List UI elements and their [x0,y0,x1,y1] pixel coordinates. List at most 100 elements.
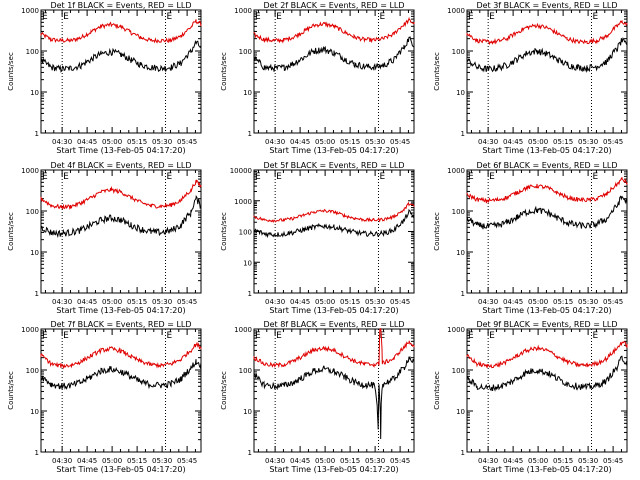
event-marker: E [42,12,48,22]
event-marker: E [489,12,495,22]
x-tick-label: 04:45 [77,457,97,465]
x-tick-label: 05:45 [177,457,197,465]
plot-frame [466,169,628,294]
x-tick-label: 05:15 [553,138,573,146]
x-axis-label: Start Time (13-Feb-05 04:17:20) [56,306,185,315]
y-tick-label: 1000 [447,167,465,175]
event-marker: E [255,172,261,182]
x-tick-label: 05:30 [365,298,385,306]
panel-title: Det 3f BLACK = Events, RED = LLD [476,1,617,10]
x-tick-label: 05:45 [603,457,623,465]
x-tick-label: 05:45 [177,138,197,146]
y-tick-label: 10 [30,89,39,97]
y-tick-label: 1 [248,449,252,457]
series-lld-line [253,327,415,369]
x-tick-label: 05:15 [340,457,360,465]
y-tick-label: 1 [461,130,465,138]
series-events-line [466,37,628,74]
x-tick-label: 05:45 [177,298,197,306]
plot-frame [40,328,202,453]
x-tick-label: 05:15 [127,298,147,306]
x-tick-label: 05:00 [315,457,335,465]
y-tick-label: 10 [243,89,252,97]
panel-title: Det 8f BLACK = Events, RED = LLD [263,320,404,329]
x-tick-label: 04:45 [503,457,523,465]
event-marker: E [468,172,474,182]
x-tick-label: 05:30 [152,298,172,306]
series-events-line [40,359,202,390]
y-tick-label: 1 [461,290,465,298]
panel-title: Det 1f BLACK = Events, RED = LLD [50,1,191,10]
event-marker: E [276,172,282,182]
x-tick-label: 04:30 [52,138,72,146]
plot-frame [466,9,628,134]
x-tick-label: 05:15 [127,138,147,146]
x-tick-label: 04:30 [265,298,285,306]
x-tick-label: 04:45 [290,457,310,465]
y-tick-label: 100 [26,367,39,375]
panel-5: Det 5f BLACK = Events, RED = LLD 1 10 100 10… [220,161,415,315]
panel-7: Det 7f BLACK = Events, RED = LLD 1 10 100 10… [7,320,202,474]
x-tick-label: 04:30 [478,138,498,146]
x-tick-label: 04:45 [503,298,523,306]
event-marker: E [489,331,495,341]
x-tick-label: 05:00 [102,457,122,465]
x-tick-label: 05:45 [603,298,623,306]
y-axis-label: Counts/sec [7,371,15,410]
event-marker: E [255,331,261,341]
x-tick-label: 05:15 [340,298,360,306]
x-tick-label: 05:30 [152,457,172,465]
x-axis-label: Start Time (13-Feb-05 04:17:20) [56,465,185,474]
x-axis-label: Start Time (13-Feb-05 04:17:20) [482,146,611,155]
series-events-line [466,355,628,392]
y-axis-label: Counts/sec [220,371,228,410]
y-axis-label: Counts/sec [220,212,228,251]
y-tick-label: 1 [248,290,252,298]
event-marker: E [380,12,386,22]
event-marker: E [593,331,599,341]
x-tick-label: 05:15 [553,457,573,465]
event-marker: E [468,12,474,22]
x-tick-label: 04:45 [503,138,523,146]
x-tick-label: 05:00 [102,298,122,306]
y-tick-label: 100 [239,229,252,237]
series-events-line [40,40,202,73]
event-marker: E [276,331,282,341]
y-tick-label: 1 [35,130,39,138]
event-marker: E [42,331,48,341]
x-tick-label: 04:45 [77,138,97,146]
x-tick-label: 05:45 [390,138,410,146]
y-tick-label: 100 [452,208,465,216]
series-lld-line [40,19,202,44]
x-axis-label: Start Time (13-Feb-05 04:17:20) [56,146,185,155]
x-axis-label: Start Time (13-Feb-05 04:17:20) [269,306,398,315]
x-tick-label: 05:30 [152,138,172,146]
event-marker: E [167,172,173,182]
x-tick-label: 05:45 [390,457,410,465]
y-tick-label: 100 [452,367,465,375]
series-events-line [40,194,202,239]
panel-1: Det 1f BLACK = Events, RED = LLD 1 10 100 10… [7,1,202,155]
plot-frame [466,328,628,453]
x-tick-label: 05:45 [603,138,623,146]
y-tick-label: 10 [30,408,39,416]
series-events-line [253,355,415,439]
y-tick-label: 1000 [234,326,252,334]
y-tick-label: 100 [239,367,252,375]
y-axis-label: Counts/sec [433,212,441,251]
x-axis-label: Start Time (13-Feb-05 04:17:20) [482,465,611,474]
y-tick-label: 1000 [447,326,465,334]
series-events-line [466,195,628,230]
series-events-line [253,208,415,239]
y-tick-label: 100 [452,48,465,56]
x-tick-label: 05:15 [553,298,573,306]
y-axis-label: Counts/sec [7,212,15,251]
y-tick-label: 10 [30,249,39,257]
y-tick-label: 1000 [234,198,252,206]
panel-title: Det 7f BLACK = Events, RED = LLD [50,320,191,329]
y-tick-label: 1000 [234,7,252,15]
x-tick-label: 05:00 [102,138,122,146]
panel-title: Det 4f BLACK = Events, RED = LLD [50,161,191,170]
x-axis-label: Start Time (13-Feb-05 04:17:20) [482,306,611,315]
y-tick-label: 100 [26,48,39,56]
